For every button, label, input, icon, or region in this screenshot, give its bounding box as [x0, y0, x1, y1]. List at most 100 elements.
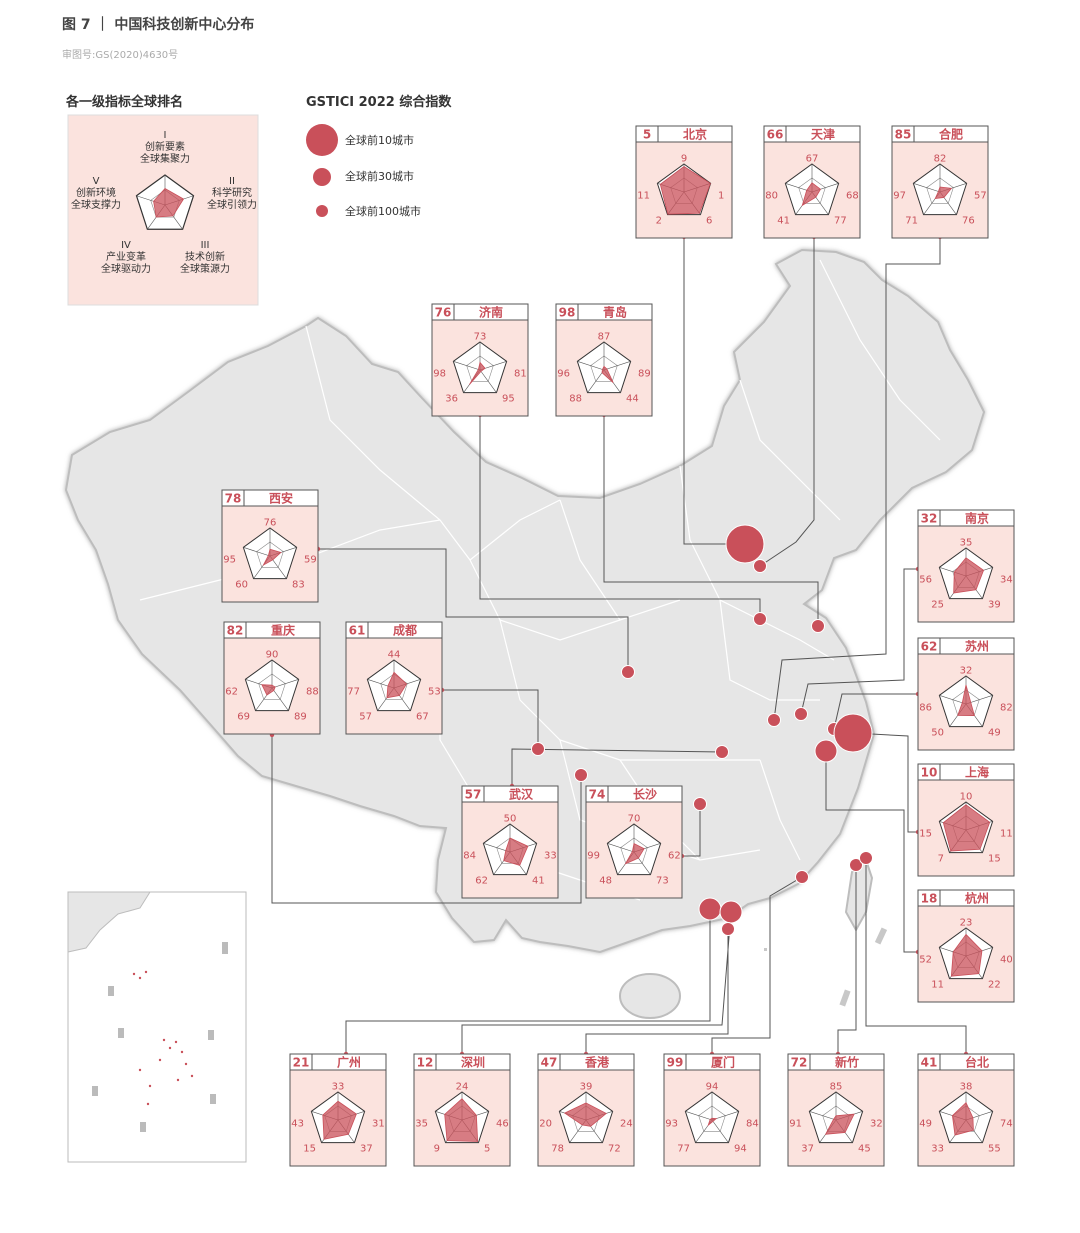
city-name: 长沙 [633, 787, 657, 802]
radar-value: 88 [569, 394, 582, 405]
radar-value: 86 [919, 703, 932, 714]
radar-value: 5 [484, 1144, 490, 1155]
radar-value: 69 [237, 712, 250, 723]
leader-line [345, 909, 711, 1054]
radar-value: 34 [1000, 575, 1013, 586]
radar-value: 67 [806, 154, 819, 165]
city-card[interactable]: 21 广州 33 31 37 15 43 [289, 1053, 387, 1167]
city-card[interactable]: 41 台北 38 74 55 33 49 [917, 1053, 1015, 1167]
city-card[interactable]: 82 重庆 90 88 89 69 62 [223, 621, 321, 735]
city-rank: 47 [541, 1056, 558, 1070]
city-marker[interactable] [767, 713, 781, 727]
city-marker[interactable] [833, 713, 873, 753]
city-marker[interactable] [794, 707, 808, 721]
city-card[interactable]: 5 北京 9 1 6 2 11 [635, 125, 733, 239]
key-axis-numeral: I [164, 130, 167, 141]
radar-shape [601, 365, 614, 383]
city-rank: 5 [643, 128, 651, 142]
city-marker[interactable] [574, 768, 588, 782]
radar-shape [824, 1113, 855, 1135]
radar-value: 46 [496, 1119, 509, 1130]
city-card[interactable]: 32 南京 35 34 39 25 56 [917, 509, 1015, 623]
city-marker[interactable] [753, 612, 767, 626]
city-marker[interactable] [698, 897, 722, 921]
leader-line [683, 237, 745, 545]
city-name: 天津 [811, 127, 835, 142]
leader-line [682, 804, 701, 857]
city-rank: 62 [921, 640, 938, 654]
city-rank: 12 [417, 1056, 434, 1070]
radar-value: 73 [474, 332, 487, 343]
radar-shape [624, 843, 645, 865]
radar-value: 49 [988, 728, 1001, 739]
radar-value: 57 [974, 191, 987, 202]
city-card[interactable]: 10 上海 10 11 15 7 15 [917, 763, 1015, 877]
radar-value: 9 [681, 154, 687, 165]
city-rank: 41 [921, 1056, 938, 1070]
size-legend-marker-medium [313, 168, 331, 186]
city-marker[interactable] [849, 858, 863, 872]
city-marker[interactable] [814, 739, 838, 763]
radar-value: 15 [988, 854, 1001, 865]
city-rank: 10 [921, 766, 938, 780]
radar-value: 37 [801, 1144, 814, 1155]
radar-value: 88 [306, 687, 319, 698]
city-card[interactable]: 47 香港 39 24 72 78 20 [537, 1053, 635, 1167]
radar-value: 77 [834, 216, 847, 227]
city-card[interactable]: 57 武汉 50 33 41 62 84 [461, 785, 559, 899]
city-card[interactable]: 12 深圳 24 46 5 9 35 [413, 1053, 511, 1167]
city-card[interactable]: 85 合肥 82 57 76 71 97 [891, 125, 989, 239]
size-legend-label-small: 全球前100城市 [345, 204, 421, 218]
radar-value: 7 [938, 854, 944, 865]
east-sea-marks [764, 927, 888, 1007]
key-axis-label: 全球策源力 [180, 262, 230, 275]
city-marker[interactable] [721, 922, 735, 936]
city-marker[interactable] [725, 524, 765, 564]
city-marker[interactable] [715, 745, 729, 759]
city-marker[interactable] [795, 870, 809, 884]
leader-line [773, 237, 941, 721]
key-axis-numeral: V [93, 176, 100, 187]
city-marker[interactable] [719, 900, 743, 924]
city-marker[interactable] [753, 559, 767, 573]
city-card[interactable]: 18 杭州 23 40 22 11 52 [917, 889, 1015, 1003]
city-marker[interactable] [811, 619, 825, 633]
radar-value: 59 [304, 555, 317, 566]
city-card[interactable]: 98 青岛 87 89 44 88 96 [555, 303, 653, 417]
radar-value: 72 [608, 1144, 621, 1155]
leader-line [442, 689, 539, 749]
city-rank: 99 [667, 1056, 684, 1070]
city-marker[interactable] [693, 797, 707, 811]
key-radar-shape [153, 187, 185, 218]
city-card[interactable]: 62 苏州 32 82 49 50 86 [917, 637, 1015, 751]
city-card[interactable]: 99 厦门 94 84 94 77 93 [663, 1053, 761, 1167]
radar-value: 82 [1000, 703, 1013, 714]
city-card[interactable]: 72 新竹 85 32 45 37 91 [787, 1053, 885, 1167]
city-marker[interactable] [621, 665, 635, 679]
city-card[interactable]: 74 长沙 70 62 73 48 99 [585, 785, 683, 899]
leader-line [865, 858, 967, 1054]
radar-value: 20 [539, 1119, 552, 1130]
map-approval-number: 审图号:GS(2020)4630号 [62, 50, 179, 61]
city-marker[interactable] [531, 742, 545, 756]
radar-value: 78 [551, 1144, 564, 1155]
city-card[interactable]: 76 济南 73 81 95 36 98 [431, 303, 529, 417]
city-card[interactable]: 78 西安 76 59 83 60 95 [221, 489, 319, 603]
radar-shape [386, 671, 408, 699]
radar-value: 98 [433, 369, 446, 380]
key-axis-label: 全球驱动力 [101, 262, 151, 275]
radar-value: 89 [294, 712, 307, 723]
radar-value: 96 [557, 369, 570, 380]
key-axis-label: 全球集聚力 [140, 152, 190, 165]
province-borders [139, 259, 941, 901]
radar-value: 87 [598, 332, 611, 343]
city-card[interactable]: 61 成都 44 53 67 57 77 [345, 621, 443, 735]
key-axis-label: 创新环境 [76, 186, 116, 199]
city-markers [531, 524, 873, 936]
radar-shape [950, 933, 983, 977]
city-marker[interactable] [859, 851, 873, 865]
radar-value: 2 [656, 216, 662, 227]
radar-value: 15 [919, 829, 932, 840]
city-card[interactable]: 66 天津 67 68 77 41 80 [763, 125, 861, 239]
